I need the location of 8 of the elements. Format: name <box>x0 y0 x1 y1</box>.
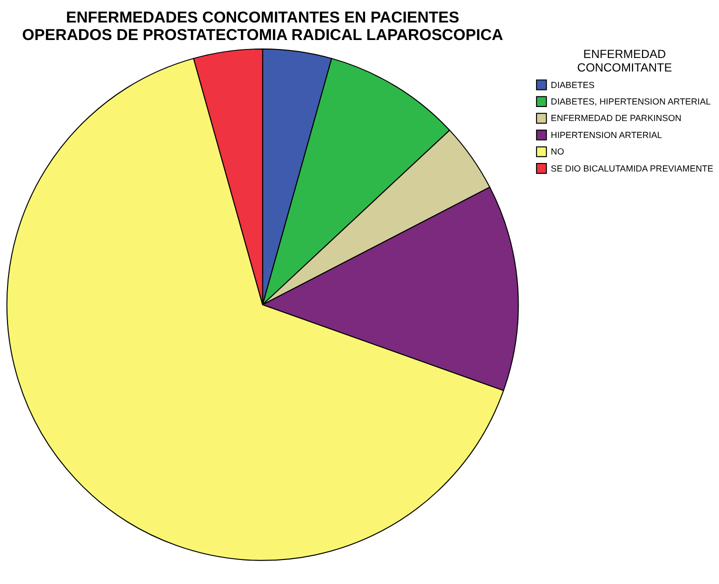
legend-label: DIABETES, HIPERTENSION ARTERIAL <box>550 96 711 107</box>
legend-label: DIABETES <box>550 80 595 90</box>
legend-label: ENFERMEDAD DE PARKINSON <box>550 113 682 124</box>
legend-label: NO <box>550 146 564 157</box>
legend-label: HIPERTENSION ARTERIAL <box>550 130 662 140</box>
chart-title: ENFERMEDADES CONCOMITANTES EN PACIENTES OPERADOS DE PROSTATECTOMIA RADICAL LAPAROSCOPICA <box>22 9 504 44</box>
legend-label: SE DIO BICALUTAMIDA PREVIAMENTE <box>550 163 714 174</box>
legend-title: ENFERMEDAD CONCOMITANTE <box>577 46 672 75</box>
